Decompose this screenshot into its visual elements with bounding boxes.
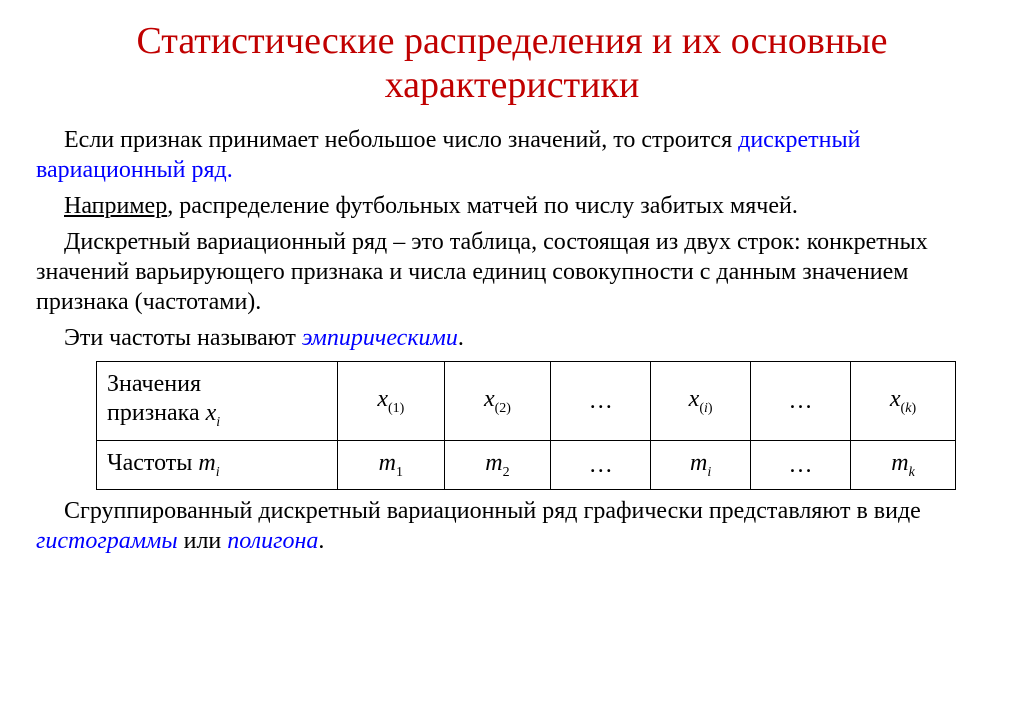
var-x: x [484,386,495,412]
var-x: x [890,386,901,412]
var-m: m [485,450,502,476]
sub-1: 1 [396,464,403,479]
page-title: Статистические распределения и их основн… [36,20,988,107]
table-row: Значения признака xi x(1) x(2) … x(i) … … [97,362,956,440]
sub-pk: (k) [901,400,917,415]
cell-mi: mi [651,440,751,490]
text-span: Если признак принимает небольшое число з… [64,127,738,153]
var-x: x [377,386,388,412]
sub-i: i [707,464,711,479]
text-span: Эти частоты называют [64,325,302,351]
cell-m2: m2 [444,440,551,490]
text-span: или [178,528,228,554]
sub-i: i [216,465,220,480]
term-polygon: полигона [227,528,318,554]
cell-dots: … [551,362,651,440]
sub-k: k [909,464,915,479]
cell-m1: m1 [338,440,445,490]
slide: Статистические распределения и их основн… [0,0,1024,709]
cell-x1: x(1) [338,362,445,440]
var-x: x [689,386,700,412]
text-span: Сгруппированный дискретный вариационный … [64,498,921,524]
var-m: m [891,450,908,476]
paragraph-intro: Если признак принимает небольшое число з… [36,125,988,185]
example-label: Например [64,193,167,219]
sub-pi: (i) [699,400,712,415]
row-header-freq: Частоты mi [97,440,338,490]
table: Значения признака xi x(1) x(2) … x(i) … … [96,361,956,490]
paragraph-empirical: Эти частоты называют эмпирическими. [36,323,988,353]
sub-p1: (1) [388,400,404,415]
text-span: . [318,528,324,554]
sub-2: 2 [503,464,510,479]
sub-p2: (2) [495,400,511,415]
term-histogram: гистограммы [36,528,178,554]
table-row: Частоты mi m1 m2 … mi … mk [97,440,956,490]
cell-xi: x(i) [651,362,751,440]
text-span: . [458,325,464,351]
var-m: m [379,450,396,476]
cell-xk: x(k) [851,362,956,440]
text-span: Частоты [107,450,198,476]
cell-mk: mk [851,440,956,490]
row-header-values: Значения признака xi [97,362,338,440]
paragraph-graphical: Сгруппированный дискретный вариационный … [36,496,988,556]
var-m: m [198,450,215,476]
var-m: m [690,450,707,476]
term-empirical: эмпирическими [302,325,458,351]
cell-dots: … [751,362,851,440]
text-span: , распределение футбольных матчей по чис… [167,193,798,219]
cell-x2: x(2) [444,362,551,440]
text-span: признака [107,400,206,426]
text-span: Значения [107,371,201,397]
variation-table: Значения признака xi x(1) x(2) … x(i) … … [96,361,956,490]
cell-dots: … [751,440,851,490]
cell-dots: … [551,440,651,490]
paragraph-definition: Дискретный вариационный ряд – это таблиц… [36,227,988,317]
sub-i: i [216,415,220,430]
paragraph-example: Например, распределение футбольных матче… [36,191,988,221]
var-x: x [206,400,217,426]
